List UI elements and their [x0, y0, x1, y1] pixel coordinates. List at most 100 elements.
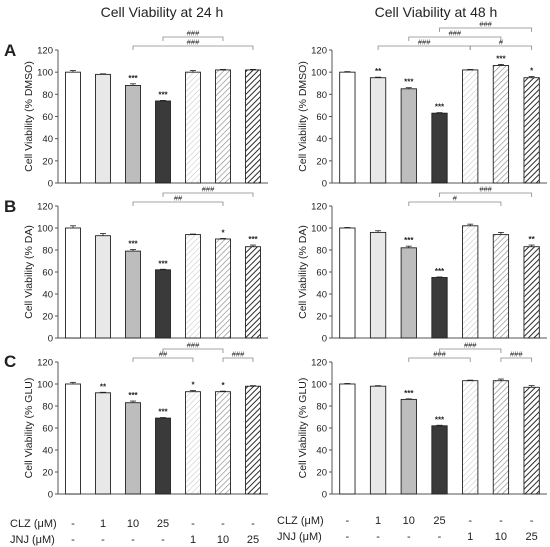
y-tick-label: 20: [316, 156, 327, 167]
y-tick-label: 100: [37, 224, 53, 235]
bracket-label: #: [499, 38, 504, 47]
y-axis-title: Cell Viability (% DMSO): [297, 61, 309, 172]
row-label-c: C: [4, 352, 16, 371]
bar: [431, 425, 448, 495]
bracket-label: ###: [464, 341, 477, 350]
significance-stars: *: [221, 228, 225, 237]
y-tick-label: 20: [42, 312, 53, 323]
significance-stars: ***: [158, 259, 168, 268]
bar: [431, 112, 448, 184]
y-tick-label: 60: [42, 268, 53, 279]
y-tick-label: 80: [316, 246, 327, 257]
significance-bracket: [439, 192, 533, 197]
bar: [155, 100, 171, 184]
bracket-label: ##: [174, 194, 183, 203]
right-clz-value: -: [499, 515, 503, 527]
y-tick-label: 60: [316, 112, 327, 123]
bar: [339, 383, 356, 495]
y-tick-label: 40: [42, 446, 53, 457]
y-tick-label: 20: [316, 312, 327, 323]
significance-bracket: [408, 357, 471, 362]
bar: [369, 385, 387, 495]
y-axis-title: Cell Viability (% DA): [297, 225, 309, 319]
y-tick-label: 80: [42, 402, 53, 413]
bar: [155, 269, 171, 339]
y-tick-label: 20: [42, 468, 53, 479]
right-jnj-value: -: [407, 531, 411, 543]
y-tick-label: 60: [316, 424, 327, 435]
bracket-label: ###: [479, 185, 492, 194]
y-tick-label: 120: [37, 202, 53, 213]
y-axis-title: Cell Viability (% DMSO): [23, 61, 35, 172]
y-tick-label: 80: [316, 90, 327, 101]
bar: [369, 231, 387, 339]
bar: [215, 238, 231, 339]
y-tick-label: 20: [316, 468, 327, 479]
significance-bracket: [439, 27, 533, 32]
y-tick-label: 120: [311, 358, 327, 369]
significance-stars: ***: [404, 236, 414, 245]
left-jnj-value: 10: [217, 534, 229, 546]
bar: [400, 247, 417, 339]
right-jnj-value: -: [346, 531, 350, 543]
column-title-24h: Cell Viability at 24 h: [101, 4, 224, 20]
y-tick-label: 40: [316, 446, 327, 457]
jnj-label-left: JNJ (μM): [10, 534, 55, 546]
significance-bracket: [162, 192, 254, 197]
y-tick-label: 40: [42, 290, 53, 301]
significance-bracket: [162, 36, 224, 41]
condition-table-right: CLZ (μM) JNJ (μM) - - 1 - 10 - 25 - - 1 - 10 - 25: [277, 515, 538, 543]
bar: [125, 250, 141, 339]
left-clz-value: -: [191, 518, 195, 530]
left-jnj-value: -: [131, 534, 135, 546]
bar: [492, 234, 510, 339]
y-tick-label: 80: [42, 90, 53, 101]
bracket-label: ###: [433, 350, 446, 359]
bar: [369, 77, 387, 184]
significance-bracket: [132, 201, 224, 206]
significance-stars: *: [191, 381, 195, 390]
bracket-label: ##: [159, 350, 168, 359]
right-jnj-value: -: [376, 531, 380, 543]
significance-bracket: [500, 357, 533, 362]
left-jnj-value: -: [71, 534, 75, 546]
bar: [245, 385, 261, 495]
bar: [400, 398, 417, 495]
bar: [462, 225, 479, 339]
significance-stars: ***: [158, 90, 168, 99]
y-tick-label: 120: [311, 202, 327, 213]
significance-stars: **: [529, 235, 536, 244]
significance-stars: **: [375, 67, 382, 76]
right-clz-value: 1: [375, 515, 381, 527]
bar: [65, 383, 81, 495]
significance-stars: ***: [128, 74, 138, 83]
bar: [95, 235, 111, 339]
bar: [215, 391, 231, 495]
right-clz-value: 10: [403, 515, 415, 527]
significance-stars: ***: [435, 267, 445, 276]
y-tick-label: 40: [316, 290, 327, 301]
bracket-label: ###: [510, 350, 523, 359]
bar: [245, 69, 261, 184]
bracket-label: ###: [449, 29, 462, 38]
significance-stars: ***: [496, 54, 506, 63]
bar: [339, 227, 356, 339]
bar: [492, 380, 510, 495]
right-jnj-value: 25: [526, 531, 538, 543]
left-jnj-value: -: [101, 534, 105, 546]
y-tick-label: 0: [48, 334, 53, 345]
significance-bracket: [408, 36, 502, 41]
left-clz-value: -: [251, 518, 255, 530]
bar: [245, 246, 261, 339]
significance-stars: *: [221, 381, 225, 390]
significance-stars: **: [100, 382, 107, 391]
left-jnj-value: 1: [190, 534, 196, 546]
jnj-label-right: JNJ (μM): [277, 531, 322, 543]
significance-bracket: [222, 357, 254, 362]
bracket-label: ###: [232, 350, 245, 359]
bar: [65, 71, 81, 184]
